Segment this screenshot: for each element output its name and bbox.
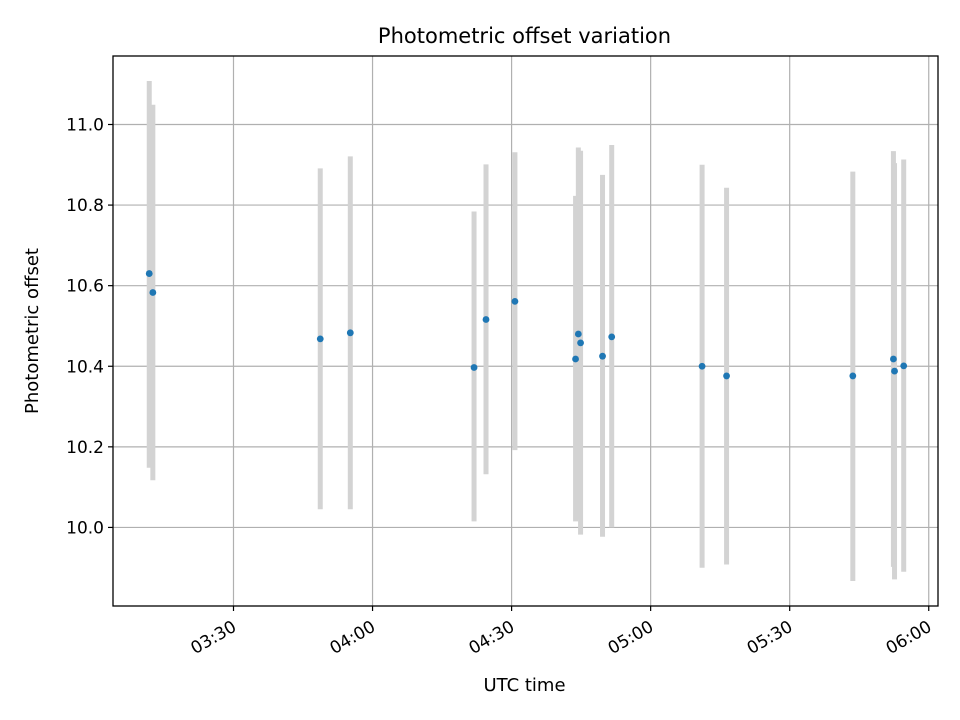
y-tick-label: 10.2 — [66, 438, 104, 458]
data-point — [346, 329, 354, 337]
data-point — [723, 372, 730, 380]
y-tick-label: 10.0 — [66, 518, 104, 538]
data-point — [849, 372, 857, 380]
data-point — [698, 362, 706, 370]
data-point — [511, 297, 519, 305]
y-axis-label: Photometric offset — [22, 248, 43, 414]
y-tick-label: 10.4 — [66, 357, 104, 377]
grid — [113, 56, 938, 606]
data-point — [891, 367, 898, 375]
data-point — [482, 316, 490, 323]
y-tick-label: 10.8 — [66, 196, 104, 216]
data-point — [890, 355, 897, 363]
y-tick-label: 11.0 — [66, 115, 104, 135]
y-tick-label: 10.6 — [66, 277, 104, 297]
data-point — [608, 333, 616, 341]
data-points — [145, 270, 908, 380]
data-point — [577, 339, 584, 347]
data-point — [149, 289, 157, 296]
data-point — [572, 355, 579, 363]
chart-title: Photometric offset variation — [378, 24, 671, 48]
data-point — [316, 335, 324, 343]
data-point — [599, 352, 606, 360]
y-axis-ticks: 10.0 10.2 10.4 10.6 10.8 11.0 — [66, 115, 113, 538]
plot-frame — [112, 55, 939, 607]
data-point — [900, 362, 908, 370]
x-axis-label: UTC time — [483, 675, 565, 696]
data-point — [470, 364, 478, 371]
data-point — [145, 270, 153, 277]
data-point — [574, 330, 582, 338]
